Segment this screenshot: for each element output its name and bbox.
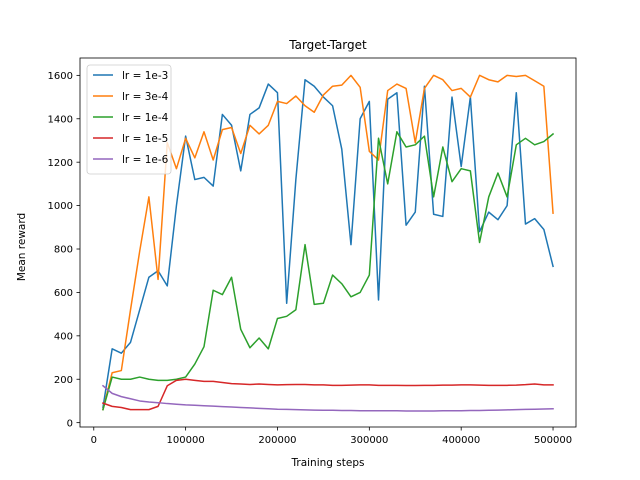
legend-entry: lr = 1e-4 — [122, 112, 169, 124]
y-tick-label: 1600 — [48, 71, 73, 82]
plot-area — [101, 74, 555, 412]
x-tick-label: 0 — [91, 435, 97, 446]
y-tick-label: 1400 — [48, 114, 73, 125]
x-tick-label: 500000 — [534, 435, 572, 446]
y-axis-label: Mean reward — [16, 213, 28, 281]
series-line-2 — [102, 74, 554, 411]
x-tick-label: 100000 — [167, 435, 205, 446]
axes: 0 100000 200000 300000 400000 500000 0 200 400 60… — [48, 57, 577, 446]
x-axis-label: Training steps — [291, 457, 365, 469]
legend-entry: lr = 1e-6 — [122, 154, 169, 166]
x-tick-label: 400000 — [442, 435, 480, 446]
y-tick-label: 1200 — [48, 158, 73, 169]
series-line-3 — [102, 131, 555, 411]
legend: lr = 1e-3 lr = 3e-4 lr = 1e-4 lr = 1e-5 lr =… — [86, 64, 172, 175]
y-tick-label: 800 — [54, 245, 73, 256]
x-tick-label: 300000 — [350, 435, 388, 446]
legend-entry: lr = 1e-5 — [122, 133, 168, 145]
series-line-1 — [102, 78, 554, 409]
y-tick-label: 1000 — [48, 201, 73, 212]
legend-entry: lr = 3e-4 — [122, 91, 169, 103]
series-line-4 — [102, 378, 554, 411]
plot-frame — [79, 57, 577, 428]
y-tick-label: 400 — [54, 331, 73, 342]
x-tick-label: 200000 — [258, 435, 296, 446]
chart-title: Target-Target — [288, 38, 367, 52]
legend-box — [86, 64, 172, 175]
series-line-5 — [101, 384, 554, 412]
y-tick-label: 200 — [54, 375, 73, 386]
legend-entry: lr = 1e-3 — [122, 70, 168, 82]
y-tick-label: 0 — [67, 418, 73, 429]
y-tick-label: 600 — [54, 288, 73, 299]
